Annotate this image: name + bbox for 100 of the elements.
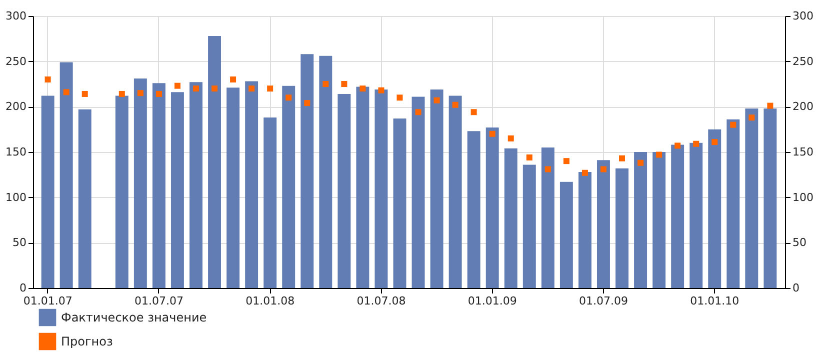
y-tick-label: 0 xyxy=(20,282,26,294)
y2-tick-label: 200 xyxy=(792,100,814,114)
y2-tick-label: 100 xyxy=(792,190,814,204)
bar xyxy=(78,109,92,288)
y2-tick-label: 300 xyxy=(792,10,814,22)
bar xyxy=(430,89,444,288)
point xyxy=(730,122,736,128)
point xyxy=(415,109,422,116)
point xyxy=(212,86,218,92)
point xyxy=(748,114,755,121)
y-tick-label: 150 xyxy=(6,146,26,158)
point xyxy=(44,76,51,82)
point xyxy=(674,142,681,149)
y-tick-label: 250 xyxy=(6,54,26,68)
bar xyxy=(726,119,740,288)
point xyxy=(693,140,700,147)
point xyxy=(174,82,180,89)
bar xyxy=(245,81,258,288)
bar xyxy=(226,88,240,288)
bar xyxy=(152,83,166,288)
point xyxy=(137,90,144,96)
point xyxy=(267,86,274,92)
bar xyxy=(522,164,536,288)
point xyxy=(396,94,403,101)
bar xyxy=(486,128,499,288)
bar xyxy=(412,96,425,288)
point xyxy=(526,154,532,160)
bar xyxy=(467,131,480,288)
x-tick-label: 01.01.09 xyxy=(468,294,517,308)
point xyxy=(230,76,236,82)
point xyxy=(582,170,588,176)
y2-tick-label: 150 xyxy=(792,146,814,158)
y-tick-label: 300 xyxy=(6,10,26,22)
bar xyxy=(264,118,277,288)
bar xyxy=(338,94,351,288)
bar xyxy=(282,86,296,288)
point xyxy=(563,158,570,164)
bar xyxy=(300,54,314,288)
point xyxy=(767,102,774,109)
y2-tick-label: 0 xyxy=(792,282,800,294)
y-tick-label: 100 xyxy=(6,190,26,204)
bar xyxy=(708,129,722,288)
bar xyxy=(393,118,406,288)
bar xyxy=(764,108,777,288)
bar xyxy=(541,147,554,288)
bar xyxy=(690,142,703,288)
point xyxy=(248,86,255,92)
point xyxy=(304,100,310,106)
bar xyxy=(319,56,332,288)
bar xyxy=(652,152,666,288)
x-tick-label: 01.01.07 xyxy=(23,294,72,308)
point xyxy=(470,109,477,116)
point xyxy=(322,81,329,87)
point xyxy=(192,86,199,92)
bar xyxy=(208,36,221,288)
point xyxy=(544,166,551,172)
bar xyxy=(41,96,54,288)
point xyxy=(63,89,70,96)
x-tick-label: 01.01.08 xyxy=(246,294,295,308)
y-tick-label: 50 xyxy=(12,236,26,250)
point xyxy=(118,90,125,97)
bar xyxy=(170,92,184,288)
legend-label: Прогноз xyxy=(61,334,113,348)
bar xyxy=(190,82,202,288)
bar xyxy=(448,96,462,288)
point xyxy=(638,160,644,166)
point xyxy=(619,155,626,162)
bar xyxy=(374,89,388,288)
point xyxy=(489,130,496,137)
bar xyxy=(745,108,758,288)
bar xyxy=(356,86,370,288)
point xyxy=(452,102,458,108)
point xyxy=(360,86,366,92)
y2-tick-label: 50 xyxy=(792,236,806,250)
x-tick-label: 01.07.07 xyxy=(134,294,184,308)
bar xyxy=(578,172,592,288)
bar xyxy=(671,144,684,288)
y2-tick-label: 250 xyxy=(792,54,814,68)
point xyxy=(378,87,384,94)
bar xyxy=(60,62,73,288)
bar xyxy=(504,148,518,288)
point xyxy=(434,97,440,104)
point xyxy=(341,81,348,87)
point xyxy=(286,94,292,101)
bar xyxy=(634,152,648,288)
point xyxy=(156,90,162,97)
y-tick-label: 200 xyxy=(6,100,26,114)
legend-label: Фактическое значение xyxy=(61,310,207,324)
x-tick-label: 01.01.10 xyxy=(690,294,740,308)
x-tick-label: 01.07.09 xyxy=(578,294,628,308)
point xyxy=(600,166,606,172)
bar xyxy=(597,160,610,288)
point xyxy=(82,90,88,97)
x-tick-label: 01.07.08 xyxy=(356,294,406,308)
point xyxy=(712,139,718,146)
bar xyxy=(115,96,128,288)
bar xyxy=(616,168,628,288)
point xyxy=(508,135,514,142)
bar xyxy=(560,182,573,288)
bar xyxy=(134,78,147,288)
